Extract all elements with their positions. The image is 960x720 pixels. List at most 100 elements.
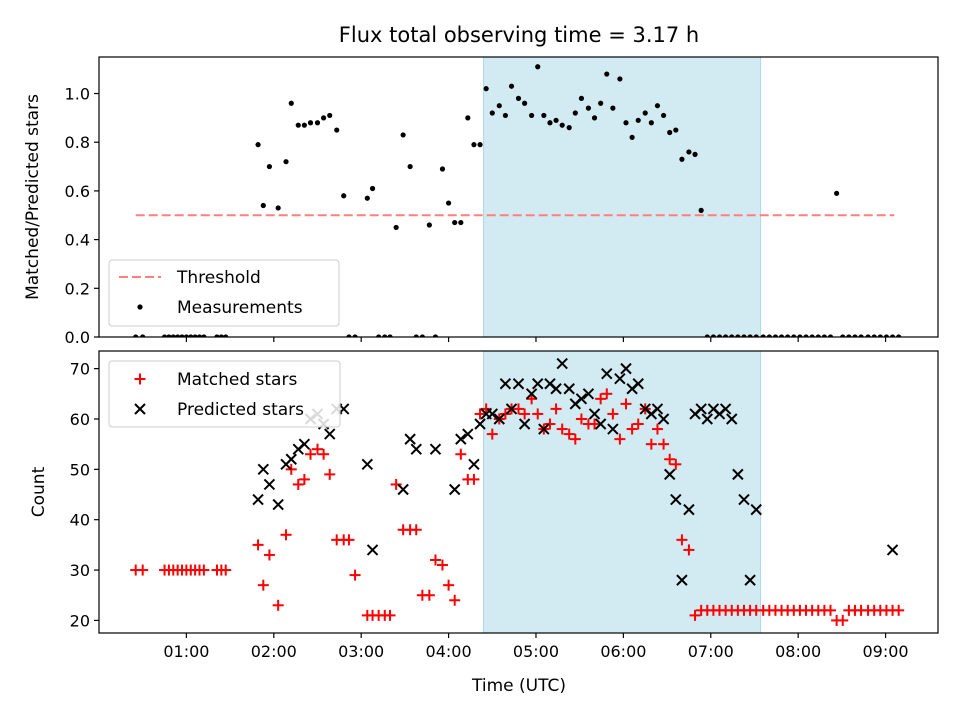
data-point	[607, 423, 619, 435]
data-point	[201, 334, 207, 337]
data-point	[283, 159, 289, 165]
data-point	[343, 534, 355, 546]
data-point	[502, 112, 508, 119]
data-point	[468, 473, 480, 485]
data-point	[566, 125, 572, 131]
data-point	[673, 127, 679, 133]
data-point	[532, 408, 544, 420]
data-point	[301, 122, 307, 128]
data-point	[318, 448, 330, 460]
data-point	[393, 224, 399, 231]
y-tick-label: 0.8	[65, 133, 90, 152]
data-point	[744, 574, 756, 586]
series-measurements	[133, 64, 902, 337]
data-point	[455, 448, 467, 460]
data-point	[525, 388, 538, 400]
y-tick-label: 40	[70, 511, 90, 530]
data-point	[719, 403, 732, 415]
data-point	[658, 438, 670, 450]
data-point	[645, 438, 657, 450]
data-point	[689, 609, 701, 621]
data-point	[452, 219, 458, 226]
data-point	[683, 503, 695, 516]
data-point	[623, 120, 629, 126]
data-point	[477, 142, 483, 148]
data-point	[657, 413, 670, 425]
data-point	[474, 418, 486, 430]
data-point	[648, 120, 654, 126]
data-point	[883, 334, 890, 337]
data-point	[610, 105, 616, 111]
data-point	[660, 112, 667, 119]
y-tick-label: 0.2	[65, 279, 90, 298]
y-tick-label: 1.0	[65, 85, 90, 104]
data-point	[575, 413, 587, 425]
data-point	[620, 398, 632, 410]
data-point	[604, 71, 610, 77]
x-axis-label: Time (UTC)	[471, 676, 566, 696]
data-point	[772, 334, 779, 337]
data-point	[364, 195, 370, 201]
legend-top: Threshold Measurements	[108, 259, 340, 327]
data-point	[334, 127, 340, 133]
data-point	[448, 483, 461, 496]
data-point	[837, 614, 849, 626]
data-point	[483, 86, 489, 92]
data-point	[513, 403, 524, 415]
data-point	[591, 115, 598, 121]
data-point	[766, 334, 772, 337]
data-point	[292, 478, 304, 490]
data-point	[161, 334, 168, 337]
data-point	[632, 418, 644, 430]
data-point	[572, 110, 578, 116]
data-point	[538, 423, 550, 435]
data-point	[410, 524, 422, 536]
observing-window-span	[483, 350, 762, 634]
data-point	[585, 105, 592, 111]
data-point	[896, 334, 902, 337]
y-tick-label: 60	[70, 410, 90, 429]
data-point	[686, 149, 692, 155]
data-point	[607, 408, 619, 420]
data-point	[252, 539, 264, 551]
y-tick-label: 0.0	[65, 328, 90, 347]
y-tick-label: 0.6	[65, 182, 90, 201]
data-point	[407, 163, 413, 170]
data-point	[499, 378, 512, 390]
data-point	[654, 103, 661, 109]
data-point	[390, 478, 402, 490]
data-point	[589, 418, 601, 430]
data-point	[632, 378, 644, 390]
data-point	[701, 413, 713, 425]
legend-matched-label: Matched stars	[177, 370, 297, 390]
data-point	[541, 112, 547, 119]
axes-frame	[98, 350, 939, 634]
data-point	[893, 604, 905, 616]
data-point	[846, 334, 852, 337]
data-point	[886, 544, 899, 556]
data-point	[489, 110, 495, 116]
data-point	[387, 334, 393, 337]
data-point	[827, 334, 834, 337]
data-point	[553, 117, 559, 123]
data-point	[563, 428, 575, 440]
data-point	[692, 151, 698, 157]
data-point	[196, 334, 203, 337]
data-point	[272, 498, 284, 511]
data-point	[550, 383, 562, 395]
data-point	[324, 468, 336, 480]
data-point	[384, 609, 396, 621]
data-point	[519, 408, 531, 420]
data-point	[670, 458, 682, 470]
data-point	[423, 589, 435, 601]
data-point	[214, 334, 220, 337]
data-point	[620, 362, 632, 375]
data-point	[871, 334, 877, 337]
legend-frame	[108, 360, 341, 428]
data-point	[877, 334, 883, 337]
data-point	[732, 468, 744, 481]
data-point	[314, 120, 321, 126]
data-point	[578, 95, 585, 101]
data-point	[642, 110, 648, 116]
data-point	[192, 334, 198, 337]
